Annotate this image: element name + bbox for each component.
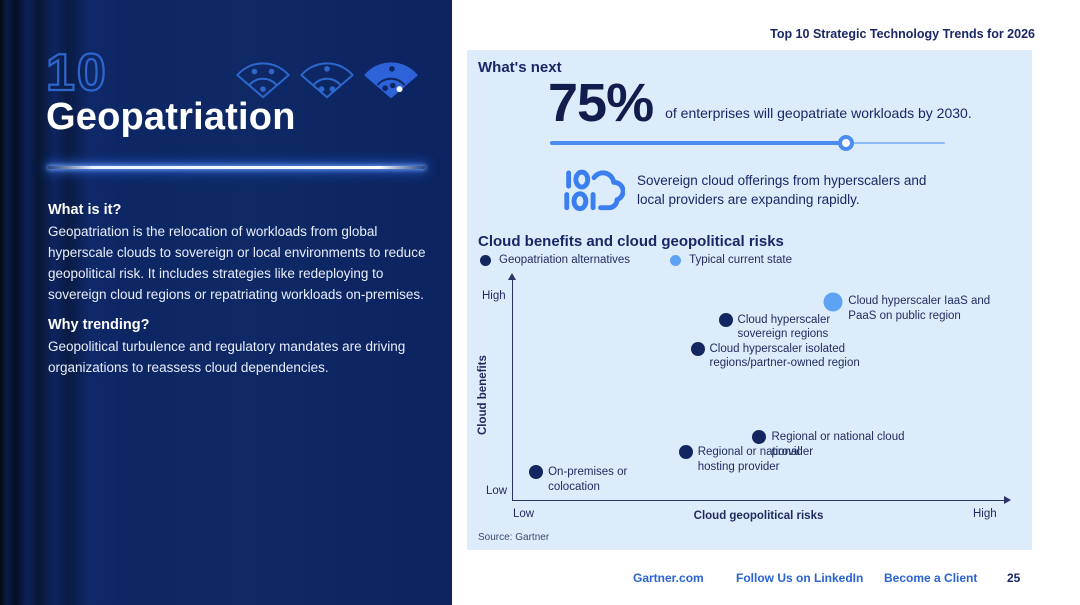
what-is-it-heading: What is it? [48, 202, 122, 218]
radar-fan-icon-1 [236, 62, 290, 99]
data-point [529, 465, 544, 480]
cloud-binary-icon [564, 169, 625, 212]
left-panel: 10 Geopatriation What is [0, 0, 452, 605]
x-axis-high-label: High [973, 508, 997, 520]
x-axis-title: Cloud geopolitical risks [693, 510, 824, 522]
footer-link-linkedin[interactable]: Follow Us on LinkedIn [736, 571, 864, 585]
report-title: Top 10 Strategic Technology Trends for 2… [770, 27, 1035, 41]
page-title: Geopatriation [46, 96, 296, 138]
source-note: Source: Gartner [478, 532, 550, 543]
data-point-label: Cloud hyperscaler isolated regions/partn… [709, 342, 860, 370]
trend-number: 10 [45, 43, 108, 102]
legend-label: Geopatriation alternatives [499, 254, 631, 266]
stat-caption: of enterprises will geopatriate workload… [665, 105, 972, 121]
data-point [751, 430, 766, 445]
stat-row: 75% of enterprises will geopatriate work… [548, 76, 972, 130]
data-point-label: On-premises or colocation [548, 466, 628, 493]
footer-link-gartner[interactable]: Gartner.com [633, 571, 704, 585]
stat-slider [550, 135, 945, 151]
chart-plot: On-premises or colocation Regional or nat… [512, 280, 1005, 501]
page-number: 25 [1007, 571, 1021, 585]
x-axis-arrow-icon [1004, 496, 1011, 504]
radar-fan-icon-2 [300, 62, 354, 99]
data-point-label: Regional or national hosting provider [697, 446, 800, 473]
chart-legend: Geopatriation alternatives Typical curre… [480, 254, 792, 266]
legend-swatch-light [670, 254, 682, 266]
title-divider [48, 166, 425, 169]
data-point [678, 445, 693, 460]
data-point-label: Regional or national cloud provider [771, 431, 905, 458]
stat-value: 75% [548, 73, 654, 133]
y-axis-high-label: High [482, 290, 506, 302]
footer-link-become-client[interactable]: Become a Client [884, 571, 978, 585]
data-point-label: Cloud hyperscaler sovereign regions [737, 313, 831, 341]
y-axis-low-label: Low [486, 485, 508, 497]
what-is-it-text: Geopatriation is the relocation of workl… [48, 224, 426, 302]
trend-icons [234, 54, 420, 99]
why-trending-heading: Why trending? [48, 317, 150, 333]
legend-swatch-dark [480, 254, 491, 266]
data-point [823, 292, 843, 312]
radar-fan-icon-3 [364, 62, 418, 99]
data-point-label: Cloud hyperscaler IaaS and PaaS on publi… [848, 295, 991, 322]
legend-item: Geopatriation alternatives [480, 254, 630, 266]
y-axis-title: Cloud benefits [477, 355, 489, 435]
legend-label: Typical current state [689, 254, 792, 266]
x-axis-low-label: Low [513, 508, 535, 520]
whats-next-panel: What's next 75% of enterprises will geop… [467, 50, 1032, 550]
why-trending-text: Geopolitical turbulence and regulatory m… [48, 339, 406, 375]
slider-knob [838, 135, 855, 151]
whats-next-heading: What's next [478, 59, 562, 76]
legend-item: Typical current state [670, 254, 792, 266]
callout-text: Sovereign cloud offerings from hyperscal… [637, 173, 927, 207]
trend-number-text: 10 [46, 44, 108, 102]
slider-fill [550, 141, 847, 145]
data-point [718, 312, 733, 327]
chart-title: Cloud benefits and cloud geopolitical ri… [478, 233, 784, 250]
data-point [690, 341, 705, 356]
y-axis-arrow-icon [508, 273, 516, 280]
